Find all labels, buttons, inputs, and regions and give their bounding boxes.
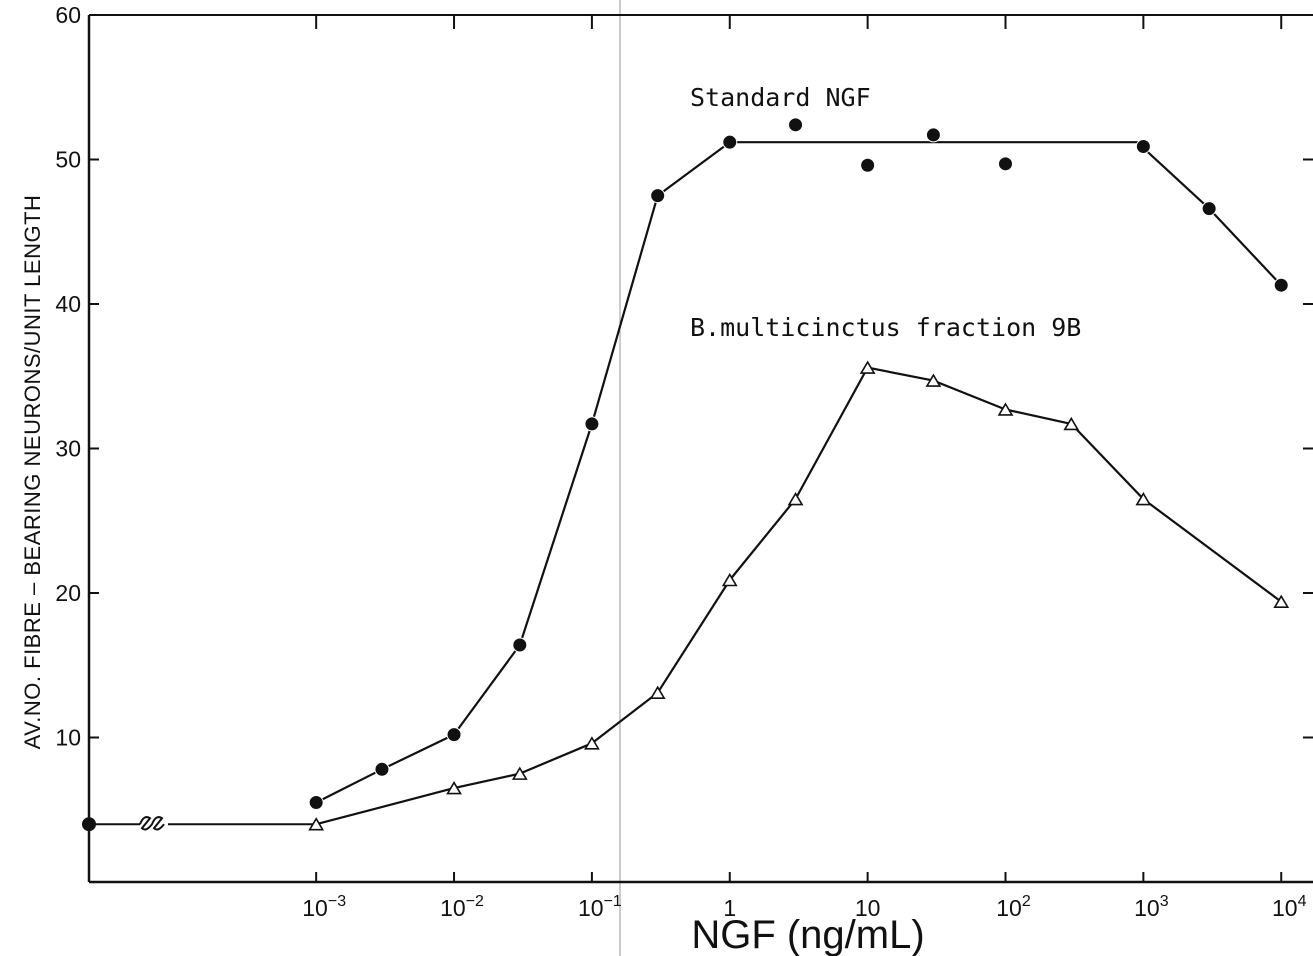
x-tick-label: 1 <box>723 895 736 921</box>
x-tick-label: 10−2 <box>440 893 484 921</box>
baseline-point-marker <box>82 817 96 832</box>
x-tick-label: 10−1 <box>578 893 622 921</box>
series-lines-layer <box>89 141 1283 831</box>
series-label-fraction-9b: B.multicinctus fraction 9B <box>690 313 1081 342</box>
data-point-fraction-9b <box>511 766 528 780</box>
axis-break-symbol <box>139 816 165 831</box>
data-point-standard-ngf <box>1273 277 1289 293</box>
y-tick-label: 60 <box>55 2 81 28</box>
series-line-standard-ngf <box>315 141 1283 804</box>
y-tick-label: 10 <box>55 725 81 751</box>
data-point-fraction-9b <box>1135 492 1152 506</box>
markers-layer <box>82 117 1290 832</box>
data-point-fraction-9b <box>925 373 942 387</box>
data-point-fraction-9b <box>997 402 1014 416</box>
data-point-fraction-9b <box>859 360 876 374</box>
data-point-fraction-9b <box>1273 594 1290 608</box>
x-axis-title: NGF (ng/mL) <box>691 913 924 956</box>
y-tick-label: 20 <box>55 580 81 606</box>
data-point-standard-ngf <box>997 156 1013 172</box>
y-tick-label: 30 <box>55 436 81 462</box>
data-point-standard-ngf <box>860 157 876 173</box>
data-point-standard-ngf <box>788 117 804 133</box>
data-point-standard-ngf <box>1135 138 1151 154</box>
data-point-fraction-9b <box>308 817 325 831</box>
series-label-standard-ngf: Standard NGF <box>690 83 871 112</box>
data-point-standard-ngf <box>650 188 666 204</box>
series-line-fraction-9b <box>315 366 1282 826</box>
data-point-standard-ngf <box>512 637 528 653</box>
y-tick-label: 50 <box>55 147 81 173</box>
data-point-standard-ngf <box>722 134 738 150</box>
data-point-fraction-9b <box>649 685 666 700</box>
x-tick-label: 10 <box>855 895 881 921</box>
data-point-standard-ngf <box>925 127 941 143</box>
data-point-fraction-9b <box>584 736 600 750</box>
x-tick-label: 104 <box>1272 893 1307 921</box>
data-point-standard-ngf <box>308 795 324 811</box>
data-point-fraction-9b <box>787 492 804 506</box>
data-point-fraction-9b <box>446 781 462 795</box>
data-point-standard-ngf <box>1201 201 1217 217</box>
data-point-fraction-9b <box>1063 416 1080 431</box>
ticks-layer: 10−3 10−2 10−1 1 10 102 103 104 10 20 30 40 50 60 <box>55 2 1313 921</box>
data-point-standard-ngf <box>446 727 462 743</box>
y-axis-title: AV.NO. FIBRE – BEARING NEURONS/UNIT LENG… <box>20 195 45 750</box>
x-tick-label: 10−3 <box>302 893 346 921</box>
x-tick-label: 103 <box>1134 893 1169 921</box>
data-point-fraction-9b <box>721 572 738 587</box>
x-tick-label: 102 <box>996 893 1031 921</box>
y-tick-label: 40 <box>55 291 81 317</box>
data-point-standard-ngf <box>374 761 390 777</box>
data-point-standard-ngf <box>584 416 600 432</box>
